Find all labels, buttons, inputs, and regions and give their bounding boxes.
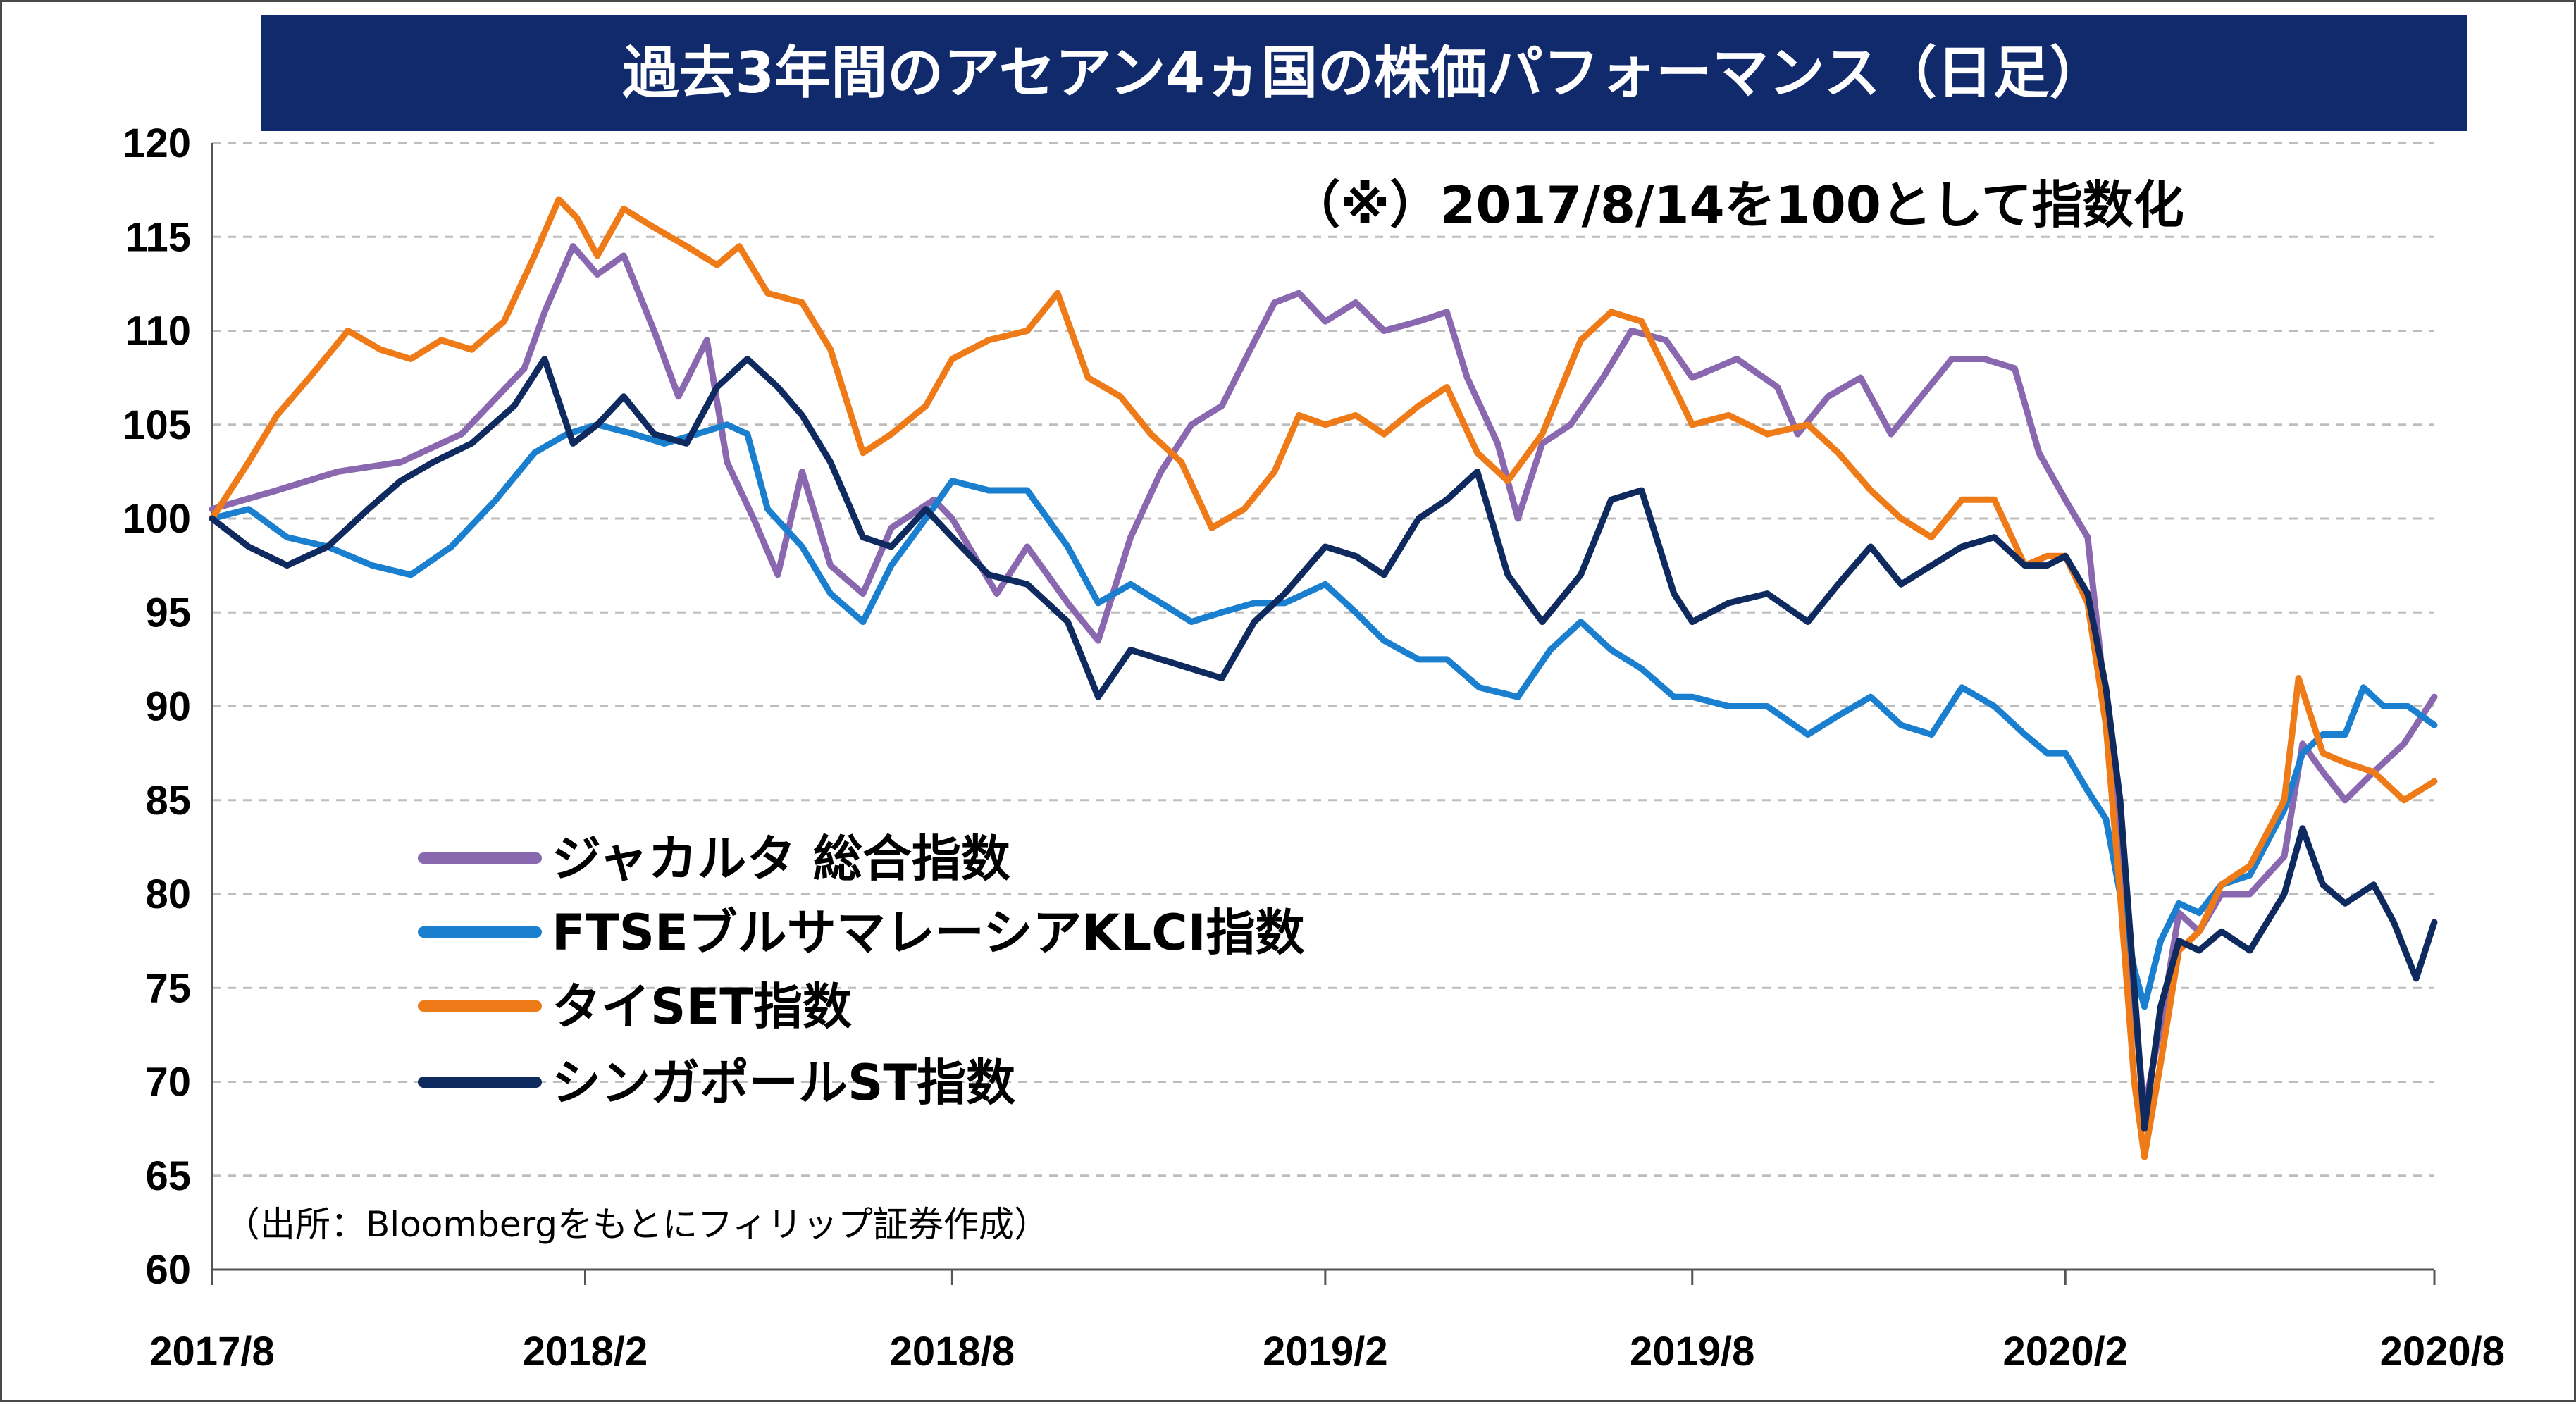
y-tick-label: 85 [145, 778, 191, 824]
grid-lines [212, 142, 2434, 1177]
y-tick-label: 95 [145, 590, 191, 635]
x-tick-label: 2020/2 [2003, 1329, 2128, 1375]
index-note: （※）2017/8/14を100として指数化 [1289, 175, 2184, 235]
y-tick-label: 60 [145, 1247, 191, 1293]
series-lines [209, 196, 2438, 1160]
legend-label-4: シンガポールST指数 [552, 1054, 1015, 1112]
legend-label-1: ジャカルタ 総合指数 [552, 830, 1010, 888]
y-tick-label: 70 [145, 1060, 191, 1105]
y-tick-label: 80 [145, 871, 191, 917]
series-line-2 [209, 421, 2438, 1010]
x-tick-label: 2018/8 [890, 1329, 1015, 1375]
x-tick-label: 2020/8 [2380, 1329, 2505, 1375]
title-banner [261, 15, 2467, 131]
axes: 60 65 70 75 80 85 90 95 100 105 110 115 120 2017/8 201… [123, 120, 2505, 1375]
y-tick-label: 100 [123, 496, 191, 542]
y-tick-label: 75 [145, 965, 191, 1011]
x-tick-label: 2019/8 [1630, 1329, 1754, 1375]
y-tick-label: 115 [125, 214, 191, 260]
y-tick-label: 120 [123, 120, 191, 166]
chart-title: 過去3年間のアセアン4ヵ国の株価パフォーマンス（日足） [623, 40, 2106, 106]
y-tick-label: 110 [125, 309, 191, 354]
legend: ジャカルタ 総合指数 FTSEブルサマレーシアKLCI指数タイSET指数シンガポー… [418, 830, 1305, 1112]
y-tick-label: 90 [145, 684, 191, 730]
x-tick-label: 2019/2 [1263, 1329, 1387, 1375]
y-tick-label: 105 [123, 402, 191, 448]
source-note: （出所：Bloombergをもとにフィリップ証券作成） [225, 1204, 1049, 1245]
series-line-4 [209, 356, 2438, 1132]
series-line-3 [209, 196, 2438, 1160]
x-tick-label: 2018/2 [523, 1329, 648, 1375]
y-tick-label: 65 [145, 1153, 191, 1199]
legend-label-2: FTSEブルサマレーシアKLCI指数 [552, 904, 1305, 962]
legend-label-3: タイSET指数 [552, 978, 852, 1036]
x-tick-label: 2017/8 [149, 1329, 274, 1375]
